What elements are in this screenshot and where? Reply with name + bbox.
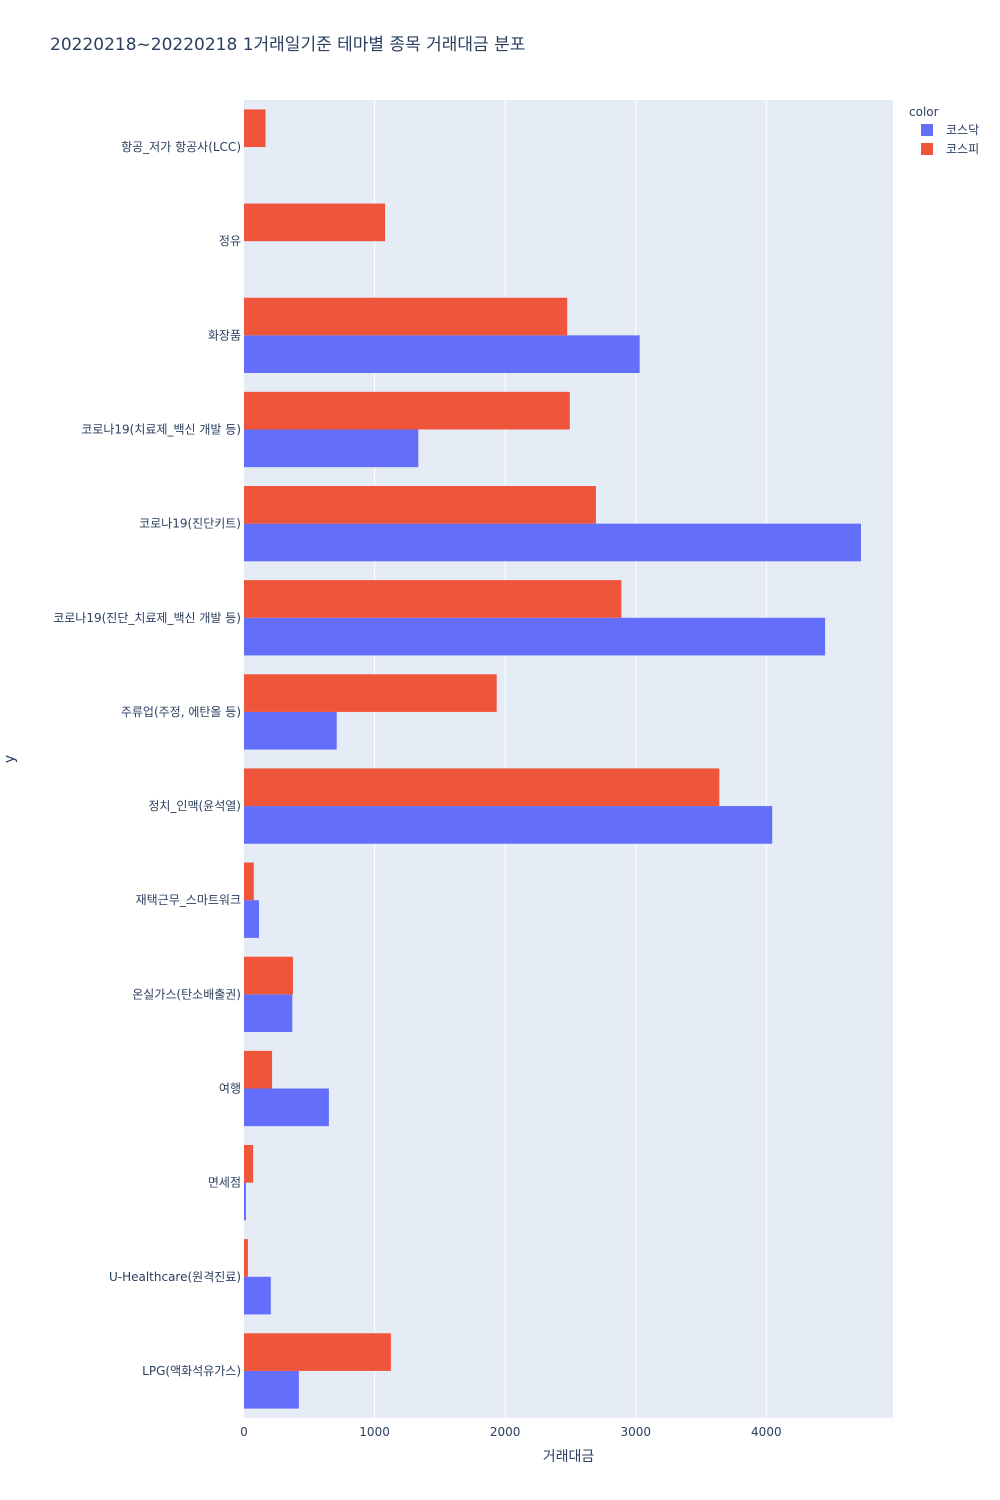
bar-kospi[interactable] <box>244 862 254 901</box>
x-tick-labels: 0 1000 2000 3000 4000 <box>240 1425 781 1439</box>
legend-swatch[interactable] <box>921 124 933 136</box>
y-axis-title: y <box>2 755 18 763</box>
bar-kospi[interactable] <box>244 1239 248 1277</box>
x-tick-label: 2000 <box>490 1425 521 1439</box>
bar-kosdaq[interactable] <box>244 711 337 750</box>
y-tick-label: 정유 <box>219 234 241 248</box>
bar-kosdaq[interactable] <box>244 1276 271 1315</box>
bar-kosdaq[interactable] <box>244 994 293 1033</box>
bar-kospi[interactable] <box>244 1144 254 1183</box>
bar-kosdaq[interactable] <box>244 523 862 562</box>
bars[interactable] <box>244 109 862 1409</box>
legend-label[interactable]: 코스닥 <box>946 123 979 137</box>
chart-title: 20220218~20220218 1거래일기준 테마별 종목 거래대금 분포 <box>50 35 525 55</box>
bar-kospi[interactable] <box>244 956 293 995</box>
bar-kosdaq[interactable] <box>244 806 773 844</box>
bar-kospi[interactable] <box>244 485 596 524</box>
y-tick-label: 주류업(주정, 에탄올 등) <box>121 705 241 719</box>
legend-swatch[interactable] <box>921 143 933 155</box>
y-tick-label: U-Healthcare(원격진료) <box>109 1270 241 1284</box>
y-tick-label: 여행 <box>219 1081 241 1096</box>
bar-kosdaq[interactable] <box>244 429 419 468</box>
y-tick-label: 코로나19(진단키트) <box>139 517 241 531</box>
x-tick-label: 4000 <box>751 1425 782 1439</box>
bar-kospi[interactable] <box>244 203 386 242</box>
bar-kosdaq[interactable] <box>244 900 260 938</box>
bar-kospi[interactable] <box>244 391 570 430</box>
bar-kospi[interactable] <box>244 1050 273 1089</box>
legend-title: color <box>909 105 939 119</box>
x-axis-title: 거래대금 <box>543 1449 595 1465</box>
bar-kosdaq[interactable] <box>244 1088 329 1127</box>
x-tick-label: 0 <box>240 1425 248 1439</box>
legend-label[interactable]: 코스피 <box>946 142 979 156</box>
bar-kospi[interactable] <box>244 109 266 148</box>
y-tick-label: 면세점 <box>208 1176 241 1190</box>
y-tick-label: 재택근무_스마트워크 <box>136 893 241 907</box>
x-tick-label: 1000 <box>359 1425 390 1439</box>
y-tick-label: 코로나19(치료제_백신 개발 등) <box>81 423 241 437</box>
y-tick-label: LPG(액화석유가스) <box>142 1364 241 1378</box>
bar-kosdaq[interactable] <box>244 1182 246 1221</box>
y-tick-label: 정치_인맥(윤석열) <box>148 799 241 813</box>
y-tick-label: 항공_저가 항공사(LCC) <box>121 140 241 154</box>
bar-kospi[interactable] <box>244 768 720 807</box>
y-tick-label: 코로나19(진단_치료제_백신 개발 등) <box>53 611 241 625</box>
y-tick-label: 화장품 <box>208 328 241 342</box>
bar-kosdaq[interactable] <box>244 335 640 374</box>
bar-kospi[interactable] <box>244 1333 391 1371</box>
y-tick-label: 온실가스(탄소배출권) <box>132 987 241 1001</box>
bar-kosdaq[interactable] <box>244 617 826 656</box>
bar-kospi[interactable] <box>244 297 568 336</box>
bar-kospi[interactable] <box>244 580 622 618</box>
x-tick-label: 3000 <box>620 1425 651 1439</box>
bar-kosdaq[interactable] <box>244 1370 299 1409</box>
bar-kospi[interactable] <box>244 674 497 712</box>
